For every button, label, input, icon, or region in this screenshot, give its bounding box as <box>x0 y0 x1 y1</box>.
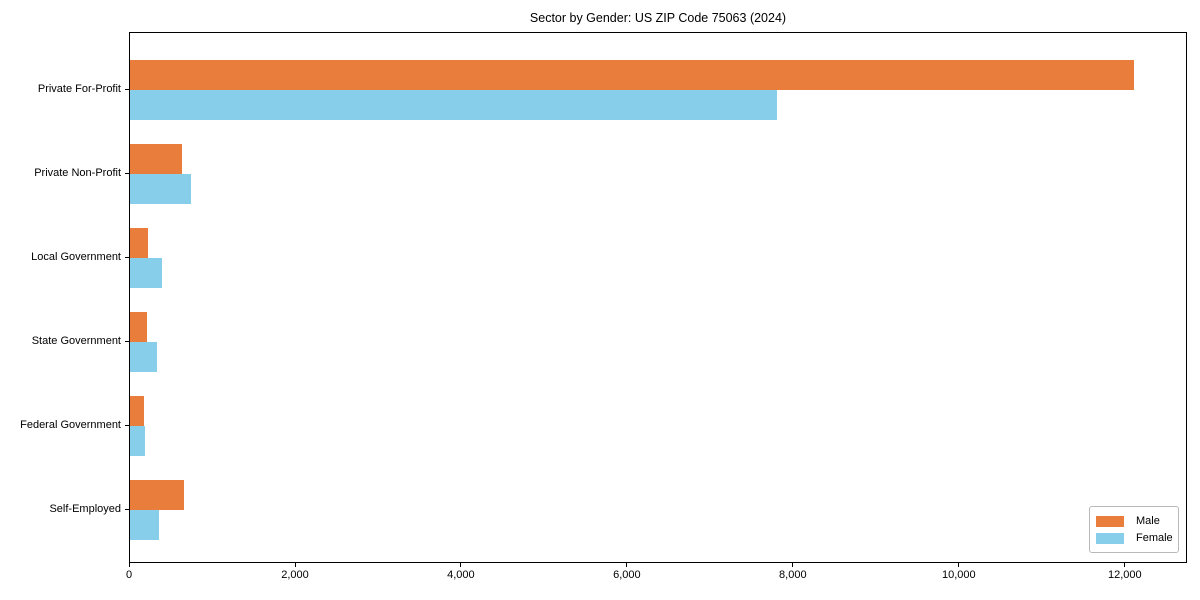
x-tick-mark <box>460 563 462 567</box>
bar-female-local-government <box>130 258 162 288</box>
bar-male-federal-government <box>130 396 144 426</box>
x-tick-label: 10,000 <box>941 569 976 581</box>
bar-male-self-employed <box>130 480 184 510</box>
y-tick-label: State Government <box>31 335 121 347</box>
y-tick-label: Federal Government <box>20 419 121 431</box>
bar-female-private-non-profit <box>130 174 191 204</box>
bar-male-private-non-profit <box>130 144 183 174</box>
plot-area <box>129 32 1187 563</box>
x-tick-label: 8,000 <box>779 569 807 581</box>
legend: Male Female <box>1089 506 1179 553</box>
y-tick-mark <box>125 88 129 90</box>
bar-female-state-government <box>130 342 158 372</box>
bar-female-self-employed <box>130 510 159 540</box>
x-tick-label: 12,000 <box>1107 569 1142 581</box>
bar-male-state-government <box>130 312 147 342</box>
y-tick-label: Self-Employed <box>49 503 121 515</box>
y-tick-mark <box>125 424 129 426</box>
x-tick-mark <box>792 563 794 567</box>
legend-swatch-female <box>1096 532 1124 544</box>
x-tick-label: 4,000 <box>447 569 475 581</box>
legend-item-female: Female <box>1096 530 1173 546</box>
bar-female-federal-government <box>130 426 146 456</box>
legend-item-male: Male <box>1096 513 1171 529</box>
bar-male-local-government <box>130 228 149 258</box>
bar-male-private-for-profit <box>130 60 1135 90</box>
x-tick-mark <box>958 563 960 567</box>
y-tick-mark <box>125 256 129 258</box>
x-tick-label: 0 <box>125 569 133 581</box>
y-tick-mark <box>125 172 129 174</box>
x-tick-label: 2,000 <box>281 569 309 581</box>
x-tick-mark <box>626 563 628 567</box>
x-tick-mark <box>128 563 130 567</box>
x-tick-mark <box>294 563 296 567</box>
bar-female-private-for-profit <box>130 90 778 120</box>
y-tick-label: Local Government <box>31 251 121 263</box>
y-tick-label: Private For-Profit <box>37 83 121 95</box>
chart-title: Sector by Gender: US ZIP Code 75063 (202… <box>529 11 787 25</box>
y-tick-mark <box>125 508 129 510</box>
y-tick-label: Private Non-Profit <box>34 167 121 179</box>
legend-label-male: Male <box>1136 515 1160 527</box>
x-tick-mark <box>1124 563 1126 567</box>
legend-swatch-male <box>1096 515 1124 527</box>
x-tick-label: 6,000 <box>613 569 641 581</box>
y-tick-mark <box>125 340 129 342</box>
legend-label-female: Female <box>1136 532 1173 544</box>
